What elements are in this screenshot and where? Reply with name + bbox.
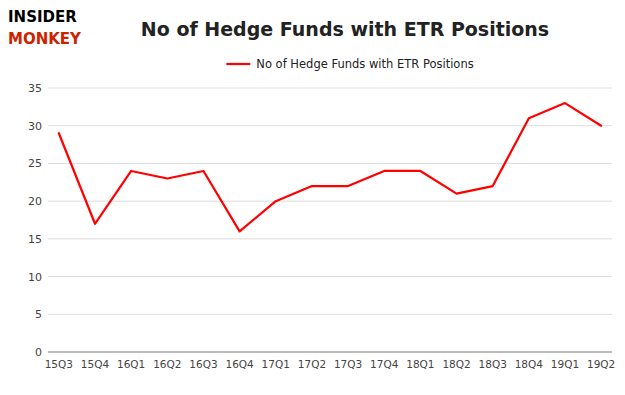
x-tick-label: 16Q2: [153, 358, 181, 370]
y-tick-label: 35: [28, 82, 42, 95]
y-tick-label: 5: [35, 308, 42, 321]
x-tick-label: 17Q3: [334, 358, 362, 370]
y-tick-label: 15: [28, 233, 42, 246]
chart-container: INSIDER MONKEY No of Hedge Funds with ETR …: [0, 0, 625, 395]
legend-swatch: [226, 63, 250, 65]
logo-text: INSIDER: [8, 8, 77, 26]
grid-line: [48, 352, 612, 353]
y-tick-label: 25: [28, 157, 42, 170]
x-tick-label: 18Q2: [442, 358, 470, 370]
chart-title: No of Hedge Funds with ETR Positions: [141, 18, 549, 40]
logo-text: MONKEY: [8, 30, 82, 48]
y-axis: 0 5 10 15 20 25 30 35: [28, 82, 612, 359]
grid-line: [48, 314, 612, 315]
y-tick-label: 10: [28, 271, 42, 284]
x-tick-label: 16Q1: [117, 358, 145, 370]
series-group: [59, 103, 601, 231]
y-tick-label: 30: [28, 120, 42, 133]
grid-line: [48, 201, 612, 202]
x-tick-label: 15Q4: [81, 358, 110, 370]
x-tick-label: 15Q3: [45, 358, 73, 370]
grid-line: [48, 276, 612, 277]
grid-line: [48, 163, 612, 164]
grid-line: [48, 88, 612, 89]
legend: No of Hedge Funds with ETR Positions: [226, 57, 473, 71]
grid-line: [48, 238, 612, 239]
x-tick-label: 19Q1: [551, 358, 579, 370]
x-tick-label: 16Q3: [189, 358, 217, 370]
x-tick-label: 16Q4: [225, 358, 254, 370]
legend-label: No of Hedge Funds with ETR Positions: [256, 57, 473, 71]
y-tick-label: 20: [28, 195, 42, 208]
x-tick-label: 17Q4: [370, 358, 399, 370]
x-tick-label: 18Q1: [406, 358, 434, 370]
y-tick-label: 0: [35, 346, 42, 359]
series-line: [59, 103, 601, 231]
x-tick-label: 18Q3: [479, 358, 507, 370]
x-tick-label: 18Q4: [515, 358, 544, 370]
x-tick-label: 17Q1: [262, 358, 290, 370]
x-axis: 15Q3 15Q4 16Q1 16Q2 16Q3 16Q4 17Q1 17Q2 17Q3 17Q4…: [45, 358, 616, 370]
x-tick-label: 19Q2: [587, 358, 615, 370]
grid-line: [48, 125, 612, 126]
chart-svg: INSIDER MONKEY No of Hedge Funds with ETR …: [0, 0, 625, 395]
legend-item: No of Hedge Funds with ETR Positions: [226, 57, 473, 71]
x-axis-line: [48, 352, 612, 353]
x-tick-label: 17Q2: [298, 358, 326, 370]
